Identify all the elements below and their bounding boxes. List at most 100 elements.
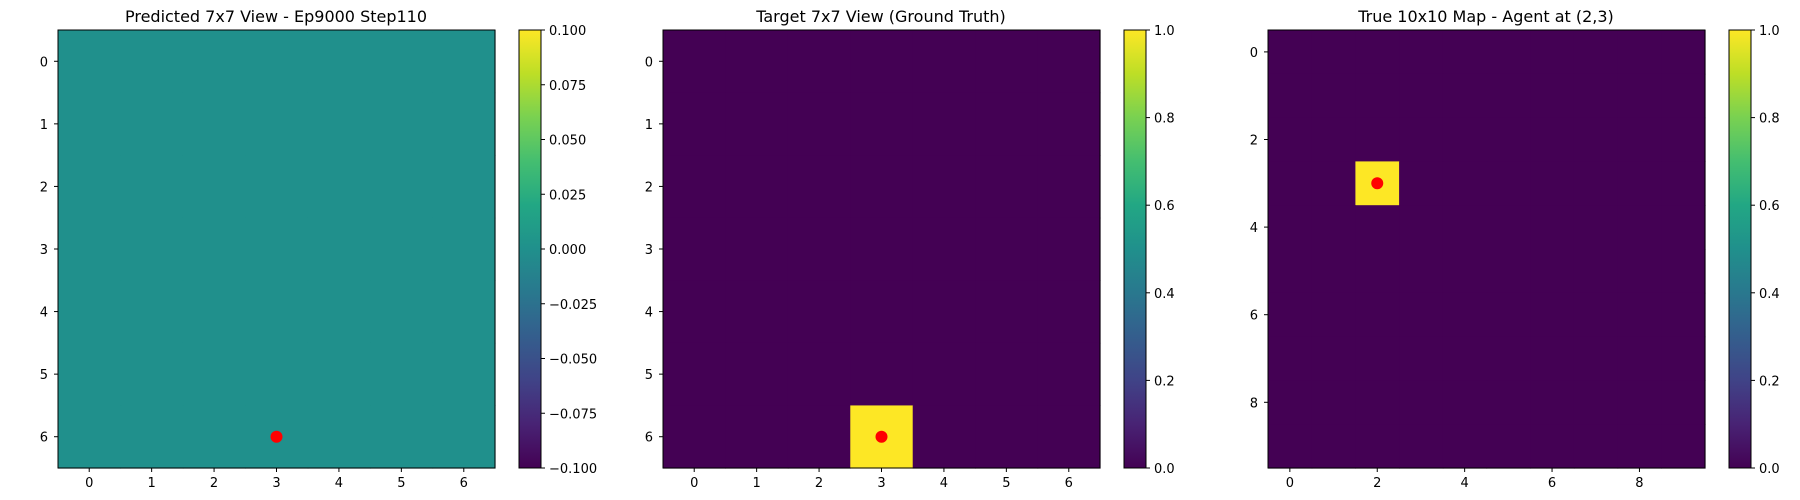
heatmap-cell	[245, 92, 309, 156]
heatmap-cell	[307, 342, 371, 407]
heatmap-cell	[912, 342, 976, 407]
heatmap-cell	[725, 342, 789, 407]
heatmap-cell	[1355, 336, 1400, 381]
heatmap-cell	[1661, 249, 1706, 294]
heatmap-cell	[1442, 117, 1488, 162]
heatmap-cell	[120, 30, 184, 94]
heatmap-cell	[1037, 280, 1101, 344]
heatmap-cell	[1268, 161, 1313, 206]
colorbar-tick-label: 0.6	[1759, 199, 1780, 214]
heatmap-cell	[245, 217, 309, 281]
heatmap-cell	[120, 280, 184, 344]
heatmap-cell	[1661, 292, 1706, 338]
heatmap-cell	[1486, 380, 1531, 425]
heatmap-cell	[1573, 249, 1619, 294]
heatmap-cell	[370, 280, 434, 344]
heatmap-cell	[787, 405, 851, 469]
heatmap-cell	[1399, 30, 1444, 75]
heatmap-cell	[58, 30, 122, 94]
heatmap-cell	[725, 280, 789, 344]
heatmap-cell	[1617, 380, 1662, 425]
colorbar-tick-label: 0.0	[1154, 462, 1175, 477]
heatmap-cell	[1617, 336, 1662, 381]
colorbar-tick-label: 0.4	[1154, 287, 1175, 302]
heatmap-cell	[663, 342, 727, 407]
x-tick-label: 2	[210, 476, 218, 491]
heatmap-cell	[975, 30, 1039, 94]
heatmap-cell	[663, 280, 727, 344]
heatmap-cell	[912, 92, 976, 156]
heatmap-cell	[787, 30, 851, 94]
heatmap-cell	[663, 92, 727, 156]
heatmap-cell	[1573, 117, 1619, 162]
heatmap-cell	[245, 155, 309, 219]
colorbar-tick-label: 0.2	[1759, 374, 1780, 389]
colorbar	[1728, 29, 1752, 469]
x-tick-label: 6	[460, 476, 468, 491]
heatmap-cell	[370, 92, 434, 156]
heatmap-cell	[725, 92, 789, 156]
y-tick-label: 8	[1250, 396, 1258, 411]
heatmap-cell	[1268, 249, 1313, 294]
colorbar-tick-label: −0.050	[549, 353, 597, 368]
heatmap-cell	[1486, 73, 1531, 119]
agent-marker	[875, 430, 888, 443]
heatmap-cell	[1268, 205, 1313, 250]
heatmap-cell	[1617, 292, 1662, 338]
heatmap-cell	[1661, 336, 1706, 381]
y-tick-label: 2	[1250, 134, 1258, 149]
heatmap-cell	[912, 405, 976, 469]
heatmap-cell	[912, 217, 976, 281]
heatmap-cell	[120, 405, 184, 469]
heatmap-cell	[1355, 205, 1400, 250]
heatmap-cell	[663, 30, 727, 94]
heatmap-cell	[370, 217, 434, 281]
heatmap-cell	[1037, 342, 1101, 407]
heatmap-cell	[1355, 30, 1400, 75]
heatmap-panel-target: Target 7x7 View (Ground Truth) 0 1 2 3 4 5 6 0 1…	[645, 7, 1175, 491]
heatmap-cell	[1311, 249, 1356, 294]
colorbar-tick-label: 0.6	[1154, 199, 1175, 214]
x-tick-label: 3	[272, 476, 280, 491]
heatmap-cell	[432, 155, 496, 219]
heatmap-cell	[1617, 249, 1662, 294]
heatmap-cell	[1573, 73, 1619, 119]
y-tick-label: 6	[40, 431, 48, 446]
heatmap-cell	[1486, 161, 1531, 206]
x-tick-label: 0	[85, 476, 93, 491]
heatmap-cell	[975, 342, 1039, 407]
x-tick-label: 4	[335, 476, 343, 491]
heatmap-cell	[432, 30, 496, 94]
heatmap-cell	[975, 217, 1039, 281]
chart-title: Target 7x7 View (Ground Truth)	[755, 7, 1006, 26]
colorbar-tick-label: 0.8	[1154, 112, 1175, 127]
heatmap-cell	[1530, 380, 1575, 425]
heatmap-cell	[1268, 424, 1313, 469]
colorbar-tick-label: 0.4	[1759, 287, 1780, 302]
heatmap-cell	[1399, 424, 1444, 469]
heatmap-cell	[1617, 117, 1662, 162]
heatmap-cell	[1486, 336, 1531, 381]
heatmap-cell	[850, 342, 914, 407]
heatmap-cell	[1355, 424, 1400, 469]
heatmap-cell	[245, 280, 309, 344]
heatmap-cell	[370, 30, 434, 94]
heatmap-cell	[1311, 292, 1356, 338]
x-tick-label: 4	[940, 476, 948, 491]
heatmap-cell	[1486, 249, 1531, 294]
heatmap-cell	[1442, 292, 1488, 338]
y-tick-label: 6	[1250, 309, 1258, 324]
colorbar-tick-label: −0.100	[549, 462, 597, 477]
heatmap-cell	[432, 92, 496, 156]
heatmap-cell	[850, 280, 914, 344]
colorbar-tick-label: −0.075	[549, 407, 597, 422]
y-tick-label: 1	[645, 118, 653, 133]
heatmap-cell	[1268, 336, 1313, 381]
heatmap-cell	[975, 92, 1039, 156]
heatmap-cell	[1311, 336, 1356, 381]
heatmap-cell	[432, 342, 496, 407]
heatmap-cell	[307, 217, 371, 281]
heatmap-cell	[1530, 424, 1575, 469]
chart-title: True 10x10 Map - Agent at (2,3)	[1357, 7, 1614, 26]
y-tick-label: 3	[40, 243, 48, 258]
